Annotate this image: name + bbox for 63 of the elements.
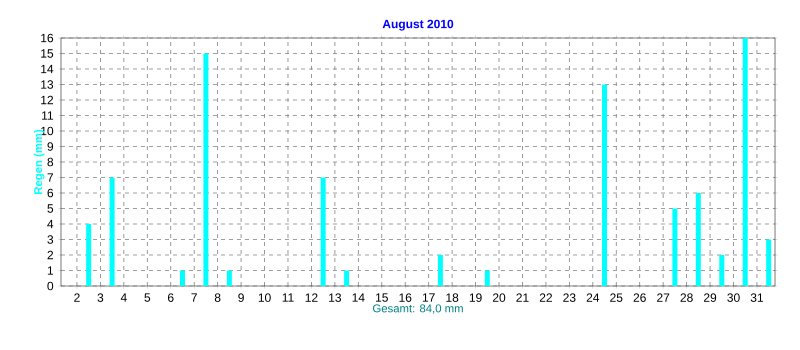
chart-title: August 2010 — [382, 20, 454, 31]
x-tick-label: 20 — [492, 293, 506, 302]
x-tick-label: 9 — [238, 293, 244, 302]
y-tick-label: 13 — [41, 80, 54, 89]
x-tick-label: 19 — [470, 293, 482, 302]
y-tick-label: 15 — [41, 49, 54, 58]
x-tick-label: 21 — [516, 293, 529, 302]
y-tick-label: 2 — [48, 250, 54, 260]
bar — [226, 270, 232, 286]
x-tick-label: 16 — [399, 293, 412, 302]
bar — [766, 240, 772, 286]
y-tick-label: 9 — [48, 142, 54, 151]
x-tick-label: 11 — [282, 293, 294, 302]
x-tick-label: 22 — [540, 293, 552, 302]
y-tick-label: 3 — [47, 235, 54, 244]
y-tick-label: 5 — [47, 204, 54, 213]
x-tick-label: 12 — [306, 293, 318, 302]
bar — [602, 84, 608, 286]
x-tick-label: 27 — [657, 293, 670, 302]
bar — [86, 224, 92, 286]
x-tick-label: 25 — [610, 293, 622, 302]
y-tick-label: 8 — [47, 158, 54, 166]
y-tick-label: 16 — [41, 34, 54, 42]
y-tick-label: 12 — [41, 96, 54, 104]
y-tick-label: 7 — [48, 173, 54, 182]
bar — [719, 255, 724, 286]
y-tick-label: 6 — [48, 188, 54, 198]
x-tick-label: 6 — [168, 293, 174, 302]
bar — [484, 270, 490, 286]
bar — [320, 178, 326, 286]
x-tick-label: 14 — [352, 293, 365, 302]
x-tick-label: 5 — [144, 293, 150, 302]
x-axis-title: Gesamt: 84,0 mm — [373, 304, 463, 314]
bar — [742, 38, 748, 286]
x-tick-label: 24 — [586, 293, 600, 302]
bar — [180, 270, 185, 286]
bar — [344, 270, 350, 286]
x-tick-label: 17 — [422, 293, 435, 302]
x-tick-label: 29 — [704, 293, 716, 302]
x-tick-label: 7 — [191, 293, 197, 302]
x-tick-label: 30 — [727, 293, 740, 302]
bar — [438, 255, 443, 286]
y-tick-label: 14 — [41, 64, 54, 74]
bar — [203, 53, 208, 286]
x-tick-label: 28 — [680, 293, 693, 302]
x-tick-label: 26 — [634, 293, 646, 302]
x-tick-label: 31 — [750, 293, 764, 302]
bar — [696, 193, 701, 286]
x-tick-label: 18 — [446, 293, 458, 302]
x-tick-label: 23 — [563, 293, 576, 302]
x-tick-label: 2 — [74, 293, 80, 302]
x-tick-label: 4 — [120, 293, 127, 302]
y-tick-label: 4 — [47, 220, 54, 228]
x-tick-label: 3 — [98, 293, 104, 302]
y-tick-label: 0 — [47, 282, 54, 290]
x-tick-label: 15 — [376, 293, 388, 302]
x-tick-label: 10 — [258, 293, 271, 302]
bar — [110, 178, 115, 286]
y-tick-label: 11 — [42, 111, 54, 120]
x-tick-label: 13 — [329, 293, 342, 302]
x-tick-label: 8 — [214, 293, 220, 302]
bar — [672, 208, 678, 286]
y-tick-label: 1 — [48, 266, 54, 275]
